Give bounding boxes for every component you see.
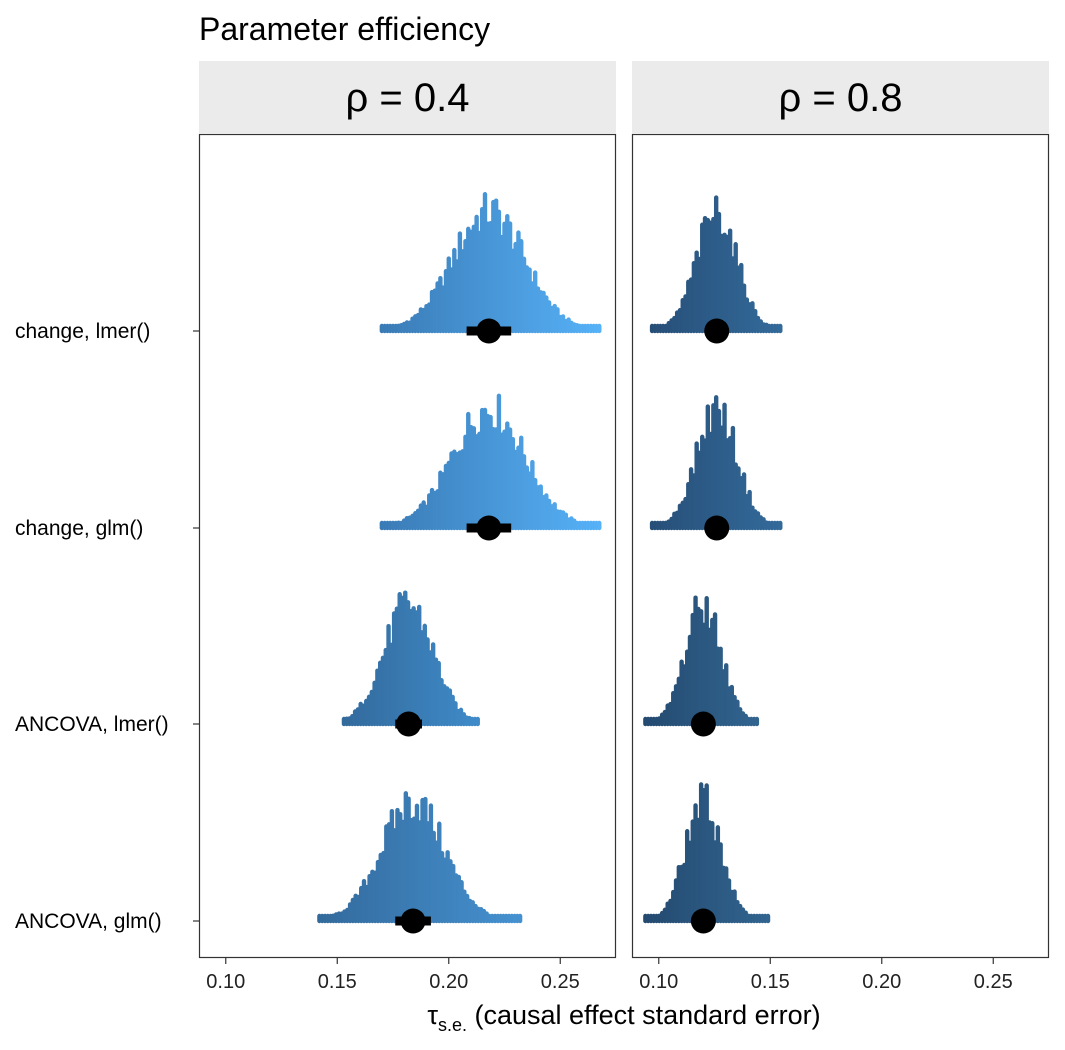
x-tick-label: 0.20 [429, 971, 468, 993]
panel-strip [632, 61, 1049, 133]
x-tick-label: 0.25 [541, 971, 580, 993]
series-change-glm [379, 393, 602, 541]
point-estimate [704, 515, 730, 541]
series-change-lmer [649, 195, 783, 344]
chart-title: Parameter efficiency [199, 11, 490, 47]
x-axis-title-subscript: s.e. [438, 1015, 467, 1035]
point-estimate [704, 318, 730, 344]
panel-border [631, 133, 1050, 959]
x-axis-title-text: (causal effect standard error) [467, 1000, 821, 1030]
series-ancova-glm [317, 791, 523, 934]
point-estimate [690, 711, 716, 737]
y-axis-labels: change, lmer() change, glm() ANCOVA, lmer(… [15, 320, 199, 933]
series-ancova-glm [643, 782, 771, 934]
series-change-lmer [379, 192, 602, 344]
y-axis-label: ANCOVA, glm() [15, 910, 162, 933]
point-estimate [476, 515, 502, 541]
y-axis-label: ANCOVA, lmer() [15, 713, 169, 736]
facet-panels: ρ = 0.4 0.10 0.15 0.20 0.25 ρ = 0.8 0.10 0.15 0.… [198, 61, 1050, 993]
point-estimate [476, 318, 502, 344]
point-estimate [400, 908, 426, 934]
x-tick-label: 0.15 [751, 971, 790, 993]
point-estimate [396, 711, 422, 737]
panel-rho-0.4: ρ = 0.4 0.10 0.15 0.20 0.25 [198, 61, 617, 993]
series-ancova-lmer [341, 590, 480, 737]
x-axis-title: τs.e. (causal effect standard error) [427, 1000, 820, 1035]
x-axis-title-symbol: τ [427, 1000, 438, 1030]
x-tick-label: 0.25 [974, 971, 1013, 993]
y-axis-label: change, lmer() [15, 320, 150, 343]
x-tick-label: 0.10 [206, 971, 245, 993]
panel-strip-label: ρ = 0.4 [346, 76, 470, 120]
y-axis-label: change, glm() [15, 517, 143, 540]
x-tick-label: 0.15 [318, 971, 357, 993]
panel-rho-0.8: ρ = 0.8 0.10 0.15 0.20 0.25 [631, 61, 1050, 993]
x-tick-label: 0.20 [862, 971, 901, 993]
panel-strip-label: ρ = 0.8 [779, 76, 903, 120]
panel-strip [199, 61, 616, 133]
x-tick-label: 0.10 [639, 971, 678, 993]
point-estimate [690, 908, 716, 934]
panel-border [198, 133, 617, 959]
series-ancova-lmer [643, 595, 760, 737]
series-change-glm [649, 395, 783, 541]
